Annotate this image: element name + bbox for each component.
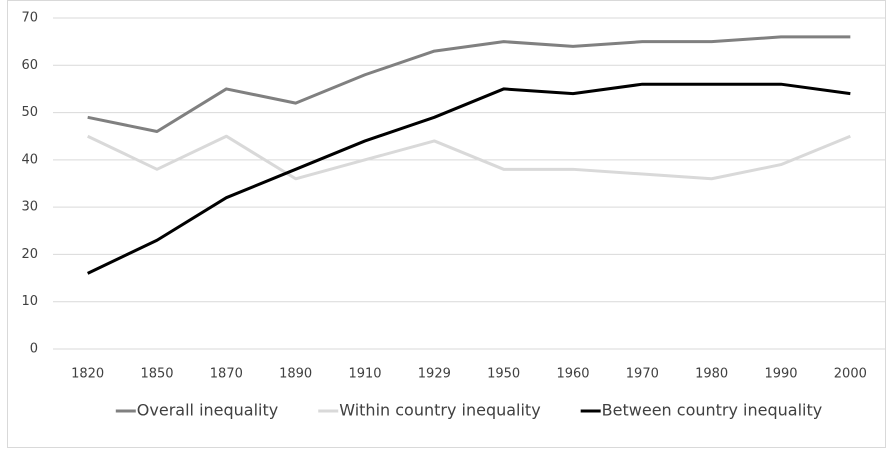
x-tick-label: 1850 [140, 367, 173, 382]
x-tick-label: 1970 [626, 367, 659, 382]
chart-frame [7, 0, 886, 448]
legend: Overall inequality Within country inequal… [115, 401, 823, 420]
y-tick-label: 50 [21, 105, 38, 120]
y-tick-label: 10 [21, 294, 38, 309]
legend-item: Within country inequality [318, 401, 541, 420]
legend-label: Within country inequality [339, 401, 540, 420]
x-tick-label: 1929 [418, 367, 451, 382]
y-tick-label: 40 [21, 152, 38, 167]
y-tick-label: 20 [21, 247, 38, 262]
x-tick-label: 1820 [71, 367, 104, 382]
legend-item: Between country inequality [580, 401, 823, 420]
line-series [87, 134, 851, 181]
line-series [87, 35, 851, 133]
y-tick-label: 60 [21, 58, 38, 73]
x-tick-label: 1980 [695, 367, 728, 382]
x-tick-label: 1890 [279, 367, 312, 382]
legend-label: Overall inequality [137, 401, 278, 420]
y-tick-label: 30 [21, 200, 38, 215]
x-tick-label: 1960 [556, 367, 589, 382]
x-tick-label: 1990 [764, 367, 797, 382]
line-series [87, 82, 851, 275]
y-tick-label: 0 [30, 342, 38, 357]
y-tick-label: 70 [21, 11, 38, 26]
legend-item: Overall inequality [115, 401, 278, 420]
x-tick-label: 1870 [210, 367, 243, 382]
x-tick-label: 2000 [834, 367, 867, 382]
x-tick-label: 1950 [487, 367, 520, 382]
legend-label: Between country inequality [602, 401, 823, 420]
x-tick-label: 1910 [348, 367, 381, 382]
